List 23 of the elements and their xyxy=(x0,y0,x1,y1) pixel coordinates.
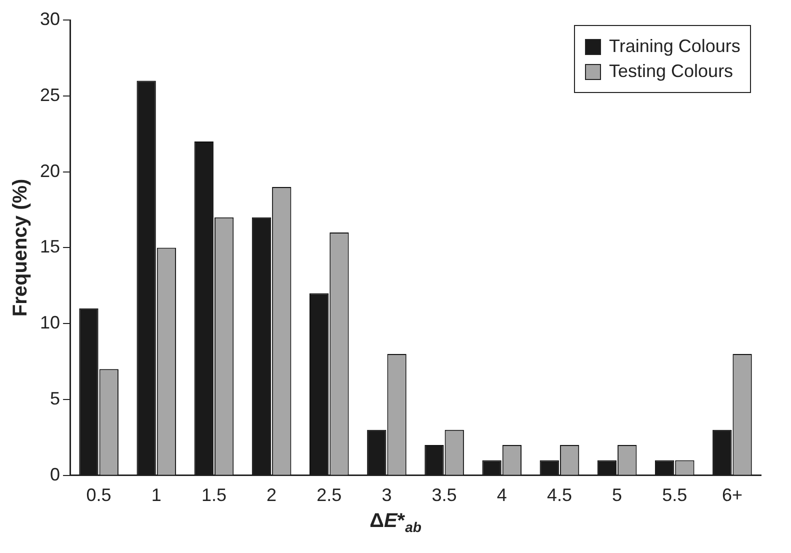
x-tick-label: 1 xyxy=(151,485,162,506)
x-tick-label: 3.5 xyxy=(432,485,457,506)
x-tick-label: 3 xyxy=(382,485,392,506)
y-tick-label: 5 xyxy=(50,388,60,408)
x-tick-label: 4.5 xyxy=(546,485,572,506)
x-tick-label: 5 xyxy=(612,485,622,506)
legend-label: Training Colours xyxy=(609,36,740,57)
y-tick-label: 30 xyxy=(40,8,60,29)
x-tick-label: 6+ xyxy=(722,485,742,506)
y-tick-label: 15 xyxy=(40,236,60,257)
y-tick-label: 10 xyxy=(40,312,60,333)
legend-label: Testing Colours xyxy=(609,61,734,82)
y-tick-label: 25 xyxy=(40,84,60,105)
x-tick-label: 2 xyxy=(266,485,277,506)
x-tick-label: 1.5 xyxy=(201,485,226,506)
y-axis-title: Frequency (%) xyxy=(10,178,32,317)
x-tick-label: 0.5 xyxy=(86,485,112,506)
x-tick-label: 4 xyxy=(496,485,507,506)
x-tick-label: 5.5 xyxy=(662,485,688,506)
y-tick-label: 20 xyxy=(40,160,60,181)
x-axis-title: ΔE*$_{ab}$ xyxy=(368,510,422,535)
y-tick-label: 0 xyxy=(50,464,60,484)
x-tick-label: 2.5 xyxy=(316,485,342,506)
